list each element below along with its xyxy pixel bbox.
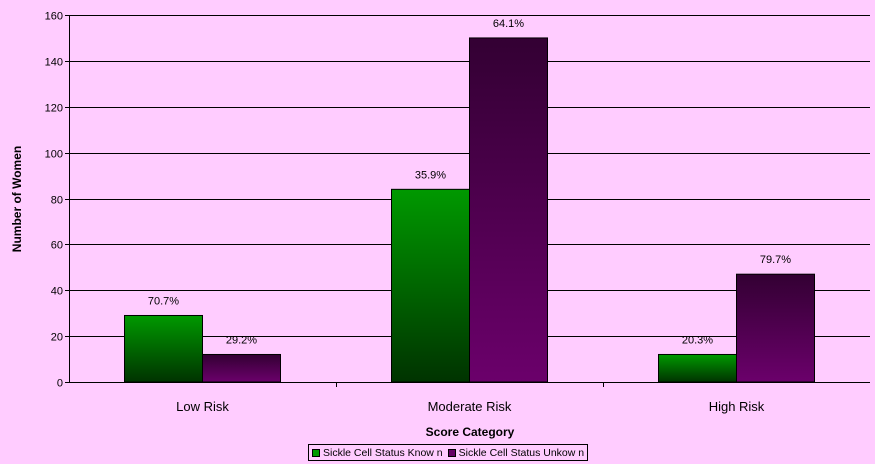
bar-known [658,353,737,383]
legend-label-known: Sickle Cell Status Know n [323,446,443,459]
legend-swatch-known [312,448,320,457]
data-label: 70.7% [148,295,179,307]
legend: Sickle Cell Status Know n Sickle Cell St… [308,444,589,461]
legend-item-unknown: Sickle Cell Status Unkow n [447,446,585,459]
labels: 0 20 40 60 80 100 120 140 160 Low Risk 70.7% 29.2% M… [45,11,792,415]
data-label: 29.2% [226,334,257,346]
y-tick-label: 120 [45,103,63,115]
x-tick-label: Moderate Risk [428,399,512,414]
bar-known [124,314,203,383]
bar-unknown [736,273,815,383]
y-axis-title: Number of Women [10,146,24,252]
legend-item-known: Sickle Cell Status Know n [312,447,443,459]
bar-unknown [469,37,548,383]
data-label: 79.7% [760,254,791,266]
bar-known [391,188,470,383]
legend-swatch-unknown [447,448,456,457]
y-tick-label: 40 [51,286,63,298]
data-label: 20.3% [682,334,713,346]
data-label: 35.9% [415,169,446,181]
y-tick-label: 160 [45,11,63,23]
legend-label-unknown: Sickle Cell Status Unkow n [458,446,585,459]
y-tick-label: 0 [57,378,63,390]
y-tick-label: 80 [51,195,63,207]
data-label: 64.1% [493,18,524,30]
y-tick-label: 140 [45,57,63,69]
bars [124,37,815,383]
x-axis-title: Score Category [426,425,515,439]
y-tick-label: 20 [51,332,63,344]
bar-unknown [202,353,281,383]
y-tick-label: 60 [51,240,63,252]
y-tick-label: 100 [45,149,63,161]
x-tick-label: Low Risk [176,399,229,414]
axes [65,15,870,387]
x-tick-label: High Risk [709,399,765,414]
